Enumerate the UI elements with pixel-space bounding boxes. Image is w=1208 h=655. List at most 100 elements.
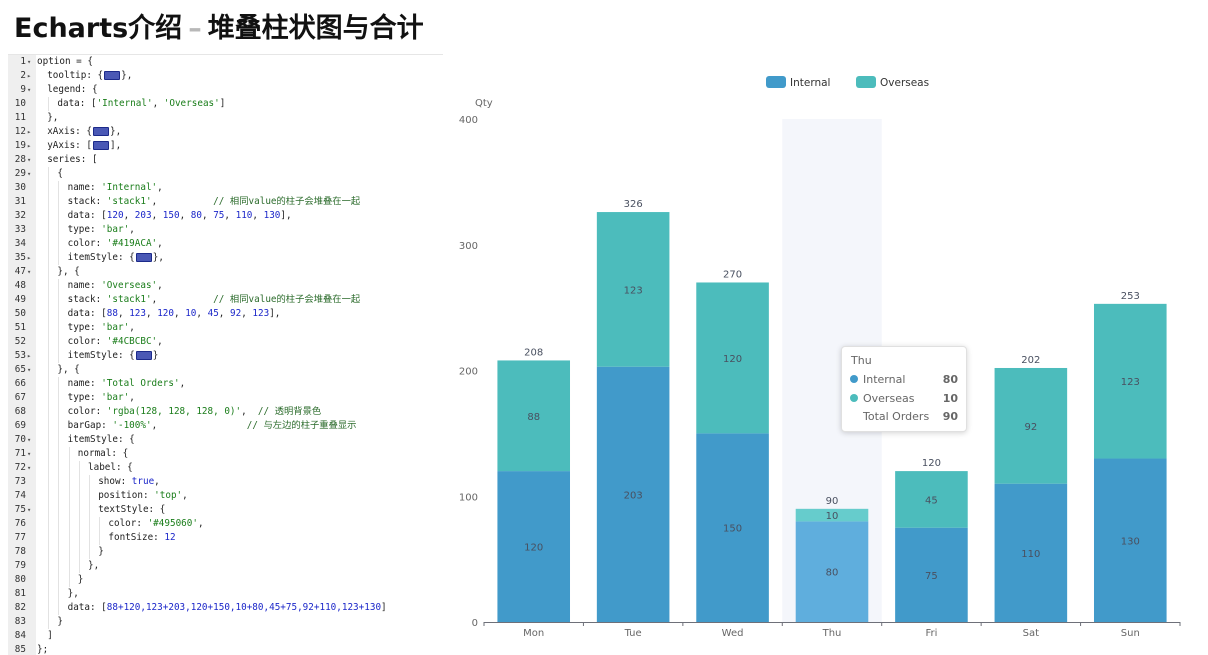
folded-block-icon[interactable] [104, 71, 121, 80]
bar-overseas-wed [696, 282, 769, 434]
bar-internal-sun [1093, 458, 1167, 622]
line-number: 80 [14, 574, 26, 585]
data-label-overseas: 123 [624, 285, 643, 296]
fold-toggle-icon[interactable]: ▾ [27, 436, 32, 444]
y-tick-label: 400 [459, 115, 478, 126]
fold-toggle-icon[interactable]: ▾ [27, 156, 32, 164]
x-tick-label: Sun [1121, 628, 1140, 639]
code-line: 50 data: [88, 123, 120, 10, 45, 92, 123], [8, 307, 443, 321]
tooltip-internal-dot [850, 375, 858, 383]
code-line: 78} [8, 545, 443, 559]
title-suffix: 堆叠柱状图与合计 [207, 13, 424, 44]
fold-toggle-icon[interactable]: ▾ [27, 58, 32, 66]
tooltip-title: Thu [851, 354, 872, 367]
fold-toggle-icon[interactable]: ▾ [27, 86, 32, 94]
fold-toggle-icon[interactable]: ▾ [27, 506, 32, 514]
tooltip-internal-label: Internal [863, 373, 906, 386]
x-tick-label: Tue [624, 628, 642, 639]
fold-toggle-icon[interactable]: ▸ [27, 352, 32, 360]
fold-toggle-icon[interactable]: ▾ [27, 464, 32, 472]
code-line: 53 ▸ itemStyle: {} [8, 349, 443, 363]
tooltip-total-value: 90 [942, 410, 958, 423]
line-number: 67 [14, 392, 26, 403]
data-label-total: 270 [723, 269, 742, 280]
bar-internal-mon [497, 471, 571, 622]
code-text: data: ['Internal', 'Overseas'] [57, 98, 226, 109]
code-line: 65 ▾}, { [8, 363, 443, 377]
title-prefix: Echarts介绍 [14, 13, 183, 44]
code-text: name: 'Total Orders', [67, 378, 186, 389]
code-line: 31 stack: 'stack1', // 相同value的柱子会堆叠在一起 [8, 195, 443, 209]
code-line: 80} [8, 573, 443, 587]
folded-block-icon[interactable] [92, 127, 109, 136]
line-number: 47 [14, 266, 26, 277]
fold-toggle-icon[interactable]: ▸ [27, 254, 32, 262]
code-line: 19 ▸ yAxis: [], [8, 139, 443, 153]
y-tick-label: 0 [472, 618, 478, 629]
line-number: 71 [14, 448, 26, 459]
code-line: 1 ▾ option = { [8, 55, 443, 69]
fold-toggle-icon[interactable]: ▾ [27, 450, 32, 458]
line-number: 68 [14, 406, 26, 417]
line-number: 75 [14, 504, 26, 515]
fold-toggle-icon[interactable]: ▾ [27, 366, 32, 374]
line-number: 2 [20, 70, 26, 81]
code-text: } [77, 574, 84, 585]
line-number: 35 [14, 252, 26, 263]
line-number: 9 [20, 84, 26, 95]
legend-label-0: Internal [790, 77, 830, 89]
code-text: data: [88, 123, 120, 10, 45, 92, 123], [67, 308, 281, 319]
code-line: 68 color: 'rgba(128, 128, 128, 0)', // 透明… [8, 405, 443, 419]
code-text: fontSize: 12 [108, 532, 176, 543]
data-label-overseas: 92 [1024, 422, 1037, 433]
fold-toggle-icon[interactable]: ▸ [27, 128, 32, 136]
data-label-total: 120 [922, 458, 941, 469]
code-line: 9 ▾ legend: { [8, 83, 443, 97]
code-text: itemStyle: {}, [67, 252, 164, 263]
code-line: 82 data: [88+120,123+203,120+150,10+80,45… [8, 601, 443, 615]
line-number: 84 [14, 630, 26, 641]
code-line: 11}, [8, 111, 443, 125]
code-line: 75 ▾ textStyle: { [8, 503, 443, 517]
code-line: 30 name: 'Internal', [8, 181, 443, 195]
line-number: 82 [14, 602, 26, 613]
tooltip-overseas-dot [850, 394, 858, 402]
bar-internal-wed [696, 433, 769, 622]
folded-block-icon[interactable] [135, 351, 152, 360]
folded-block-icon[interactable] [135, 253, 152, 262]
line-number: 31 [14, 196, 26, 207]
code-text: yAxis: [], [47, 140, 122, 151]
code-line: 84] [8, 629, 443, 643]
x-tick-label: Mon [523, 628, 544, 639]
code-text: { [57, 168, 63, 179]
line-number: 85 [14, 644, 26, 655]
tooltip-overseas-label: Overseas [863, 392, 915, 405]
line-number: 11 [14, 112, 26, 123]
code-line: 32 data: [120, 203, 150, 80, 75, 110, 130… [8, 209, 443, 223]
code-line: 52 color: '#4CBCBC', [8, 335, 443, 349]
line-number: 70 [14, 434, 26, 445]
data-label-internal: 80 [826, 568, 839, 579]
tooltip-row-internal: Internal 80 [850, 372, 958, 388]
code-line: 2 ▸ tooltip: {}, [8, 69, 443, 83]
code-text: normal: { [77, 448, 129, 459]
y-axis-title: Qty [475, 98, 493, 109]
fold-toggle-icon[interactable]: ▾ [27, 170, 32, 178]
code-text: barGap: '-100%', // 与左边的柱子重叠显示 [67, 420, 357, 431]
fold-toggle-icon[interactable]: ▾ [27, 268, 32, 276]
bar-overseas-fri [895, 471, 968, 528]
code-text: xAxis: {}, [47, 126, 122, 137]
bar-overseas-thu [795, 508, 869, 522]
x-tick-label: Wed [722, 628, 744, 639]
data-label-internal: 110 [1021, 549, 1040, 560]
code-line: 12 ▸ xAxis: {}, [8, 125, 443, 139]
fold-toggle-icon[interactable]: ▸ [27, 72, 32, 80]
x-tick-label: Sat [1023, 628, 1039, 639]
code-text: legend: { [47, 84, 98, 95]
fold-toggle-icon[interactable]: ▸ [27, 142, 32, 150]
line-number: 32 [14, 210, 26, 221]
code-line: 49 stack: 'stack1', // 相同value的柱子会堆叠在一起 [8, 293, 443, 307]
folded-block-icon[interactable] [92, 141, 109, 150]
bar-overseas-tue [596, 212, 670, 367]
code-line: 81}, [8, 587, 443, 601]
